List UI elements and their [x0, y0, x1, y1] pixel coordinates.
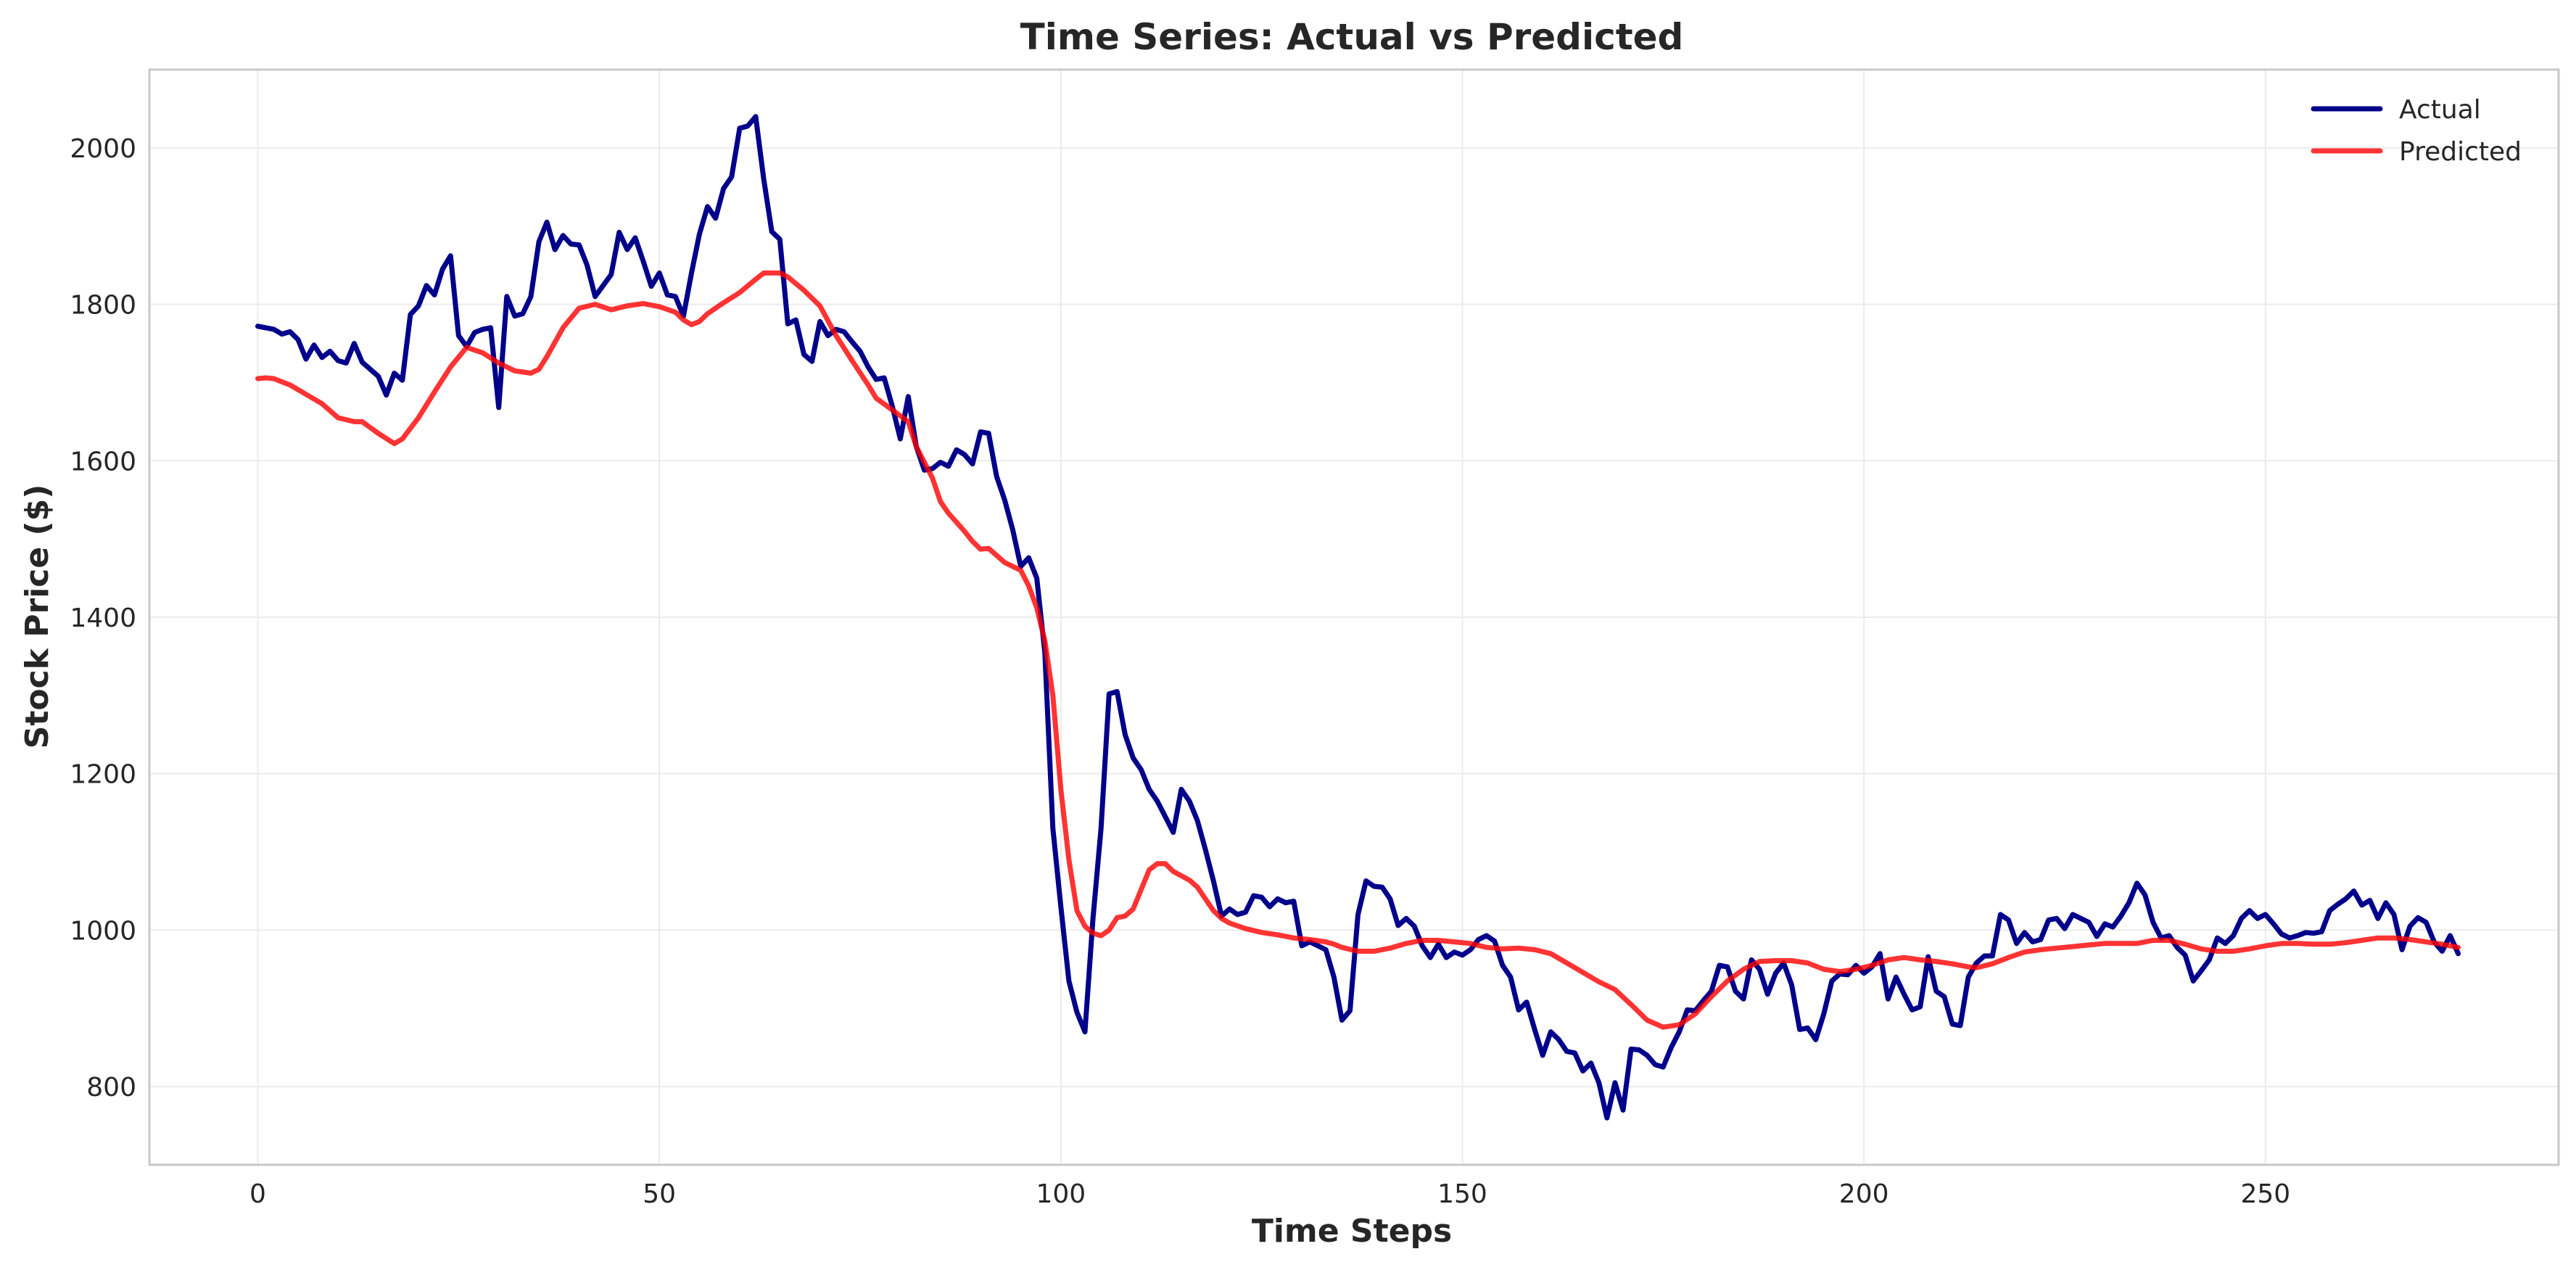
- tick-labels: 0 50 100 150 200 250 800 1000 1200 1400 1600 1800 20…: [70, 134, 2290, 1209]
- y-tick-label: 1400: [70, 603, 136, 633]
- series-lines: [255, 114, 2461, 1121]
- series-line-predicted: [255, 270, 2461, 1030]
- legend-label-predicted: Predicted: [2399, 137, 2522, 167]
- y-tick-label: 1000: [70, 916, 136, 946]
- x-axis-label: Time Steps: [1252, 1213, 1452, 1250]
- y-tick-label: 2000: [70, 134, 136, 164]
- y-tick-label: 1600: [70, 447, 136, 477]
- y-tick-label: 1200: [70, 760, 136, 790]
- legend: Actual Predicted: [2311, 95, 2522, 167]
- series-line-actual: [255, 114, 2461, 1121]
- grid-lines: [149, 70, 2559, 1165]
- x-tick-label: 150: [1437, 1179, 1487, 1209]
- legend-label-actual: Actual: [2399, 95, 2481, 125]
- plot-area-frame: [148, 68, 2560, 1166]
- chart-title: Time Series: Actual vs Predicted: [1020, 16, 1684, 58]
- x-tick-label: 100: [1036, 1179, 1086, 1209]
- y-tick-label: 1800: [70, 291, 136, 321]
- x-tick-label: 50: [643, 1179, 676, 1209]
- y-axis-label: Stock Price ($): [19, 485, 56, 749]
- x-tick-label: 200: [1839, 1179, 1889, 1209]
- x-tick-label: 250: [2240, 1179, 2290, 1209]
- y-tick-label: 800: [86, 1073, 136, 1102]
- x-tick-label: 0: [249, 1179, 266, 1209]
